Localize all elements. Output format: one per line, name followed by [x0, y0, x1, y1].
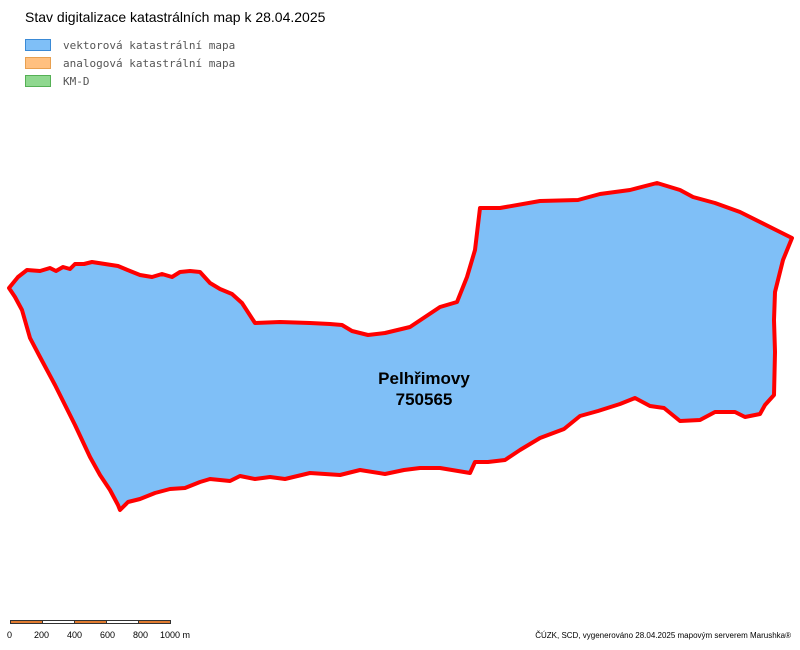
legend-swatch-vector [25, 39, 51, 51]
legend-swatch-analog [25, 57, 51, 69]
scale-segment [138, 620, 171, 624]
scale-label: 1000 m [160, 630, 191, 640]
legend-label-analog: analogová katastrální mapa [63, 56, 236, 70]
scale-bar: 0 200 400 600 800 1000 m [7, 620, 190, 644]
legend-label-kmd: KM-D [63, 74, 90, 88]
scale-label: 600 [100, 630, 116, 640]
legend-item-analog: analogová katastrální mapa [25, 54, 235, 72]
scale-label: 800 [133, 630, 149, 640]
legend: vektorová katastrální mapa analogová kat… [25, 36, 235, 90]
scale-labels: 0 200 400 600 800 1000 m [7, 630, 190, 644]
scale-segment [74, 620, 107, 624]
legend-label-vector: vektorová katastrální mapa [63, 38, 236, 52]
scale-segment [106, 620, 139, 624]
legend-item-kmd: KM-D [25, 72, 235, 90]
scale-bar-segments [10, 620, 171, 624]
scale-label: 400 [67, 630, 83, 640]
footer-credits: ČÚZK, SCD, vygenerováno 28.04.2025 mapov… [535, 631, 791, 640]
scale-segment [42, 620, 75, 624]
area-code-label: 750565 [396, 390, 453, 409]
legend-swatch-kmd [25, 75, 51, 87]
scale-label: 200 [34, 630, 50, 640]
scale-label: 0 [7, 630, 13, 640]
cadastral-area-polygon[interactable] [7, 181, 794, 512]
legend-item-vector: vektorová katastrální mapa [25, 36, 235, 54]
map-title: Stav digitalizace katastrálních map k 28… [25, 9, 326, 25]
scale-segment [10, 620, 43, 624]
area-name-label: Pelhřimovy [378, 369, 470, 388]
